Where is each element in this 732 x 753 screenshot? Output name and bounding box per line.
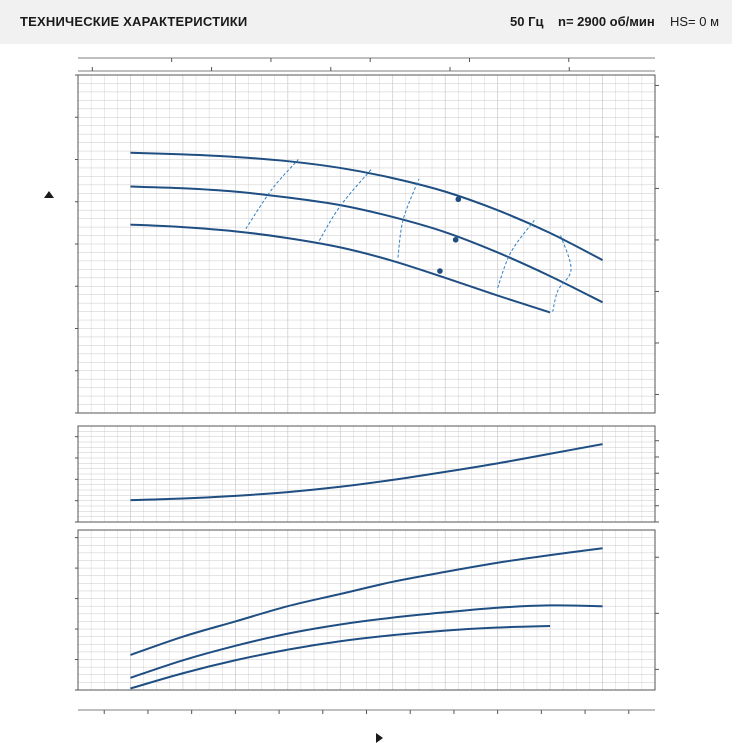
plot-frame <box>77 529 656 691</box>
page-title: ТЕХНИЧЕСКИЕ ХАРАКТЕРИСТИКИ <box>20 14 248 29</box>
axis-arrow-icon <box>44 191 54 198</box>
hs-label: HS= 0 м <box>670 14 720 29</box>
efficiency-point <box>437 268 443 274</box>
efficiency-line <box>318 168 373 241</box>
series-line-f65-160b <box>130 185 603 304</box>
series-line-f65-160c <box>130 223 551 314</box>
series-line-a <box>130 547 603 656</box>
header-bar: ТЕХНИЧЕСКИЕ ХАРАКТЕРИСТИКИ 50 Гц n= 2900… <box>0 0 732 44</box>
plot-frame <box>77 425 656 523</box>
frequency-label: 50 Гц <box>510 14 544 29</box>
efficiency-point <box>455 196 462 203</box>
series-line-c <box>130 625 551 690</box>
axis-arrow-icon <box>376 733 383 743</box>
series-line-npsh <box>130 443 603 502</box>
speed-label: n= 2900 об/мин <box>558 14 655 29</box>
efficiency-line <box>497 220 535 289</box>
efficiency-line <box>245 159 299 230</box>
efficiency-line <box>552 235 572 312</box>
series-line-f65-160a <box>130 151 604 261</box>
efficiency-line <box>397 178 420 258</box>
series-line-b <box>130 604 603 679</box>
efficiency-point <box>452 236 459 243</box>
